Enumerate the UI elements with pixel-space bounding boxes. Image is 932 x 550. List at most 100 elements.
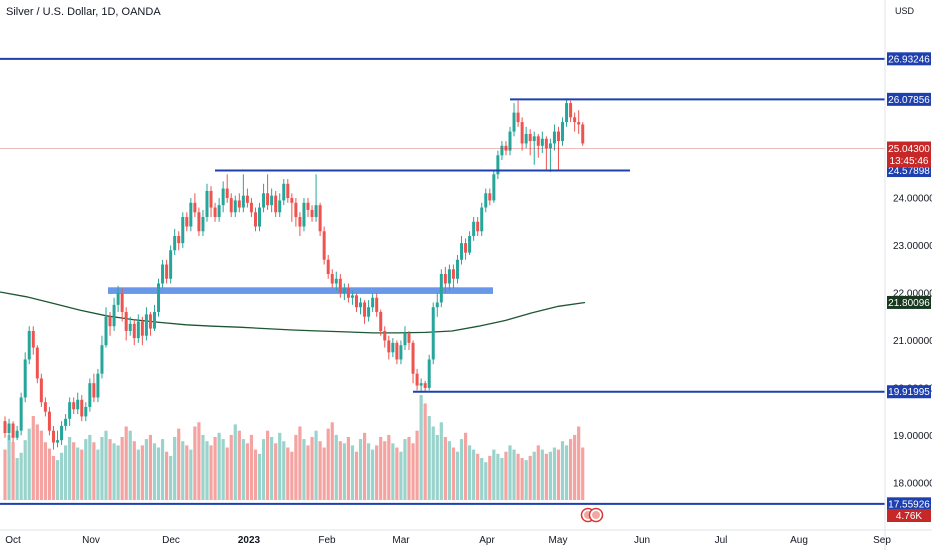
candle-body bbox=[262, 193, 266, 208]
current-price-text: 25.04300 bbox=[888, 144, 930, 155]
y-tick-label: 18.00000 bbox=[893, 478, 932, 489]
volume-bar bbox=[383, 441, 387, 500]
y-tick-label: 24.00000 bbox=[893, 194, 932, 205]
level-badge-text: 19.91995 bbox=[888, 387, 930, 398]
candle-body bbox=[100, 345, 104, 374]
volume-bar bbox=[379, 437, 383, 500]
candle-body bbox=[282, 183, 286, 201]
candle-body bbox=[270, 195, 274, 206]
volume-bar bbox=[3, 449, 7, 500]
candle-body bbox=[330, 274, 334, 284]
volume-bar bbox=[136, 449, 140, 500]
volume-bar bbox=[451, 447, 456, 500]
candle-body bbox=[286, 183, 290, 199]
volume-bar bbox=[569, 439, 573, 500]
volume-bar bbox=[411, 443, 415, 500]
volume-bar bbox=[391, 443, 395, 500]
volume-bar bbox=[100, 437, 104, 500]
volume-bar bbox=[290, 451, 294, 500]
countdown-text: 13:45:46 bbox=[890, 156, 929, 167]
x-tick-label: 2023 bbox=[238, 535, 261, 546]
volume-bar bbox=[330, 422, 334, 500]
candle-body bbox=[435, 302, 439, 308]
volume-bar bbox=[128, 430, 132, 500]
candle-body bbox=[177, 236, 181, 244]
volume-bar bbox=[47, 448, 52, 500]
candles bbox=[3, 98, 585, 450]
volume-bar bbox=[165, 451, 169, 500]
volume-bar bbox=[7, 434, 11, 500]
volume-bar bbox=[371, 449, 375, 500]
volume-bar bbox=[15, 458, 19, 500]
x-tick-label: Sep bbox=[873, 535, 891, 546]
candle-body bbox=[233, 200, 237, 213]
candle-body bbox=[544, 138, 548, 149]
candle-body bbox=[136, 321, 140, 339]
volume-bar bbox=[439, 422, 443, 500]
volume-bar bbox=[516, 453, 520, 500]
volume-bar bbox=[395, 447, 399, 500]
x-tick-label: Jul bbox=[715, 535, 728, 546]
volume-bar bbox=[144, 439, 148, 500]
candle-body bbox=[76, 399, 80, 410]
volume-bar bbox=[229, 434, 233, 500]
horizontal-levels[interactable] bbox=[0, 57, 885, 505]
candle-body bbox=[411, 342, 415, 374]
candle-body bbox=[132, 323, 136, 339]
volume-bar bbox=[274, 443, 278, 500]
volume-bar bbox=[233, 424, 237, 500]
volume-badge-text: 4.76K bbox=[896, 511, 922, 522]
volume-bar bbox=[104, 430, 108, 500]
candle-body bbox=[581, 124, 585, 144]
volume-bar bbox=[488, 455, 492, 500]
candle-body bbox=[375, 297, 379, 312]
volume-bar bbox=[564, 445, 569, 500]
y-tick-label: 19.00000 bbox=[893, 431, 932, 442]
volume-bar bbox=[431, 426, 435, 500]
candle-body bbox=[124, 311, 128, 331]
candle-body bbox=[565, 103, 569, 123]
level-badge-bg bbox=[887, 52, 931, 66]
volume-bar bbox=[334, 434, 338, 500]
candle-body bbox=[112, 304, 116, 327]
candle-body bbox=[423, 383, 427, 388]
level-badge-text: 26.07856 bbox=[888, 95, 930, 106]
level-badge-text: 26.93246 bbox=[888, 54, 930, 65]
volume-bar bbox=[520, 458, 524, 500]
event-flag-icon[interactable] bbox=[580, 507, 604, 523]
candle-body bbox=[468, 236, 472, 253]
candle-body bbox=[51, 430, 55, 443]
candle-body bbox=[35, 347, 39, 379]
volume-bar bbox=[322, 447, 326, 500]
candle-body bbox=[173, 236, 177, 251]
volume-bar bbox=[358, 439, 363, 500]
volume-bar bbox=[556, 449, 561, 500]
chart-title: Silver / U.S. Dollar, 1D, OANDA bbox=[6, 6, 161, 18]
volume-bar bbox=[524, 460, 528, 500]
volume-bar bbox=[221, 439, 225, 500]
volume-bar bbox=[484, 462, 488, 500]
candle-body bbox=[540, 138, 544, 146]
candle-body bbox=[488, 193, 492, 201]
volume-bar bbox=[257, 453, 262, 500]
candle-body bbox=[354, 295, 358, 308]
x-axis[interactable]: Oct Nov Dec 2023 Feb Mar Apr May Jun Jul Aug Sep bbox=[0, 529, 932, 546]
volume-bar bbox=[415, 430, 419, 500]
candle-body bbox=[189, 202, 193, 227]
candle-body bbox=[371, 297, 375, 308]
volume-bar bbox=[302, 439, 306, 500]
candle-body bbox=[237, 200, 241, 208]
candle-body bbox=[536, 136, 540, 146]
candle-body bbox=[278, 200, 282, 213]
candle-body bbox=[532, 136, 536, 142]
volume-bar bbox=[11, 442, 15, 500]
candle-body bbox=[298, 217, 302, 227]
x-tick-label: Aug bbox=[790, 535, 808, 546]
candle-body bbox=[128, 323, 132, 331]
candle-body bbox=[447, 269, 451, 284]
y-axis[interactable]: 24.0000023.0000022.0000021.0000020.00000… bbox=[884, 0, 932, 550]
volume-bar bbox=[253, 449, 258, 500]
candle-body bbox=[258, 207, 262, 227]
volume-bar bbox=[76, 447, 80, 500]
